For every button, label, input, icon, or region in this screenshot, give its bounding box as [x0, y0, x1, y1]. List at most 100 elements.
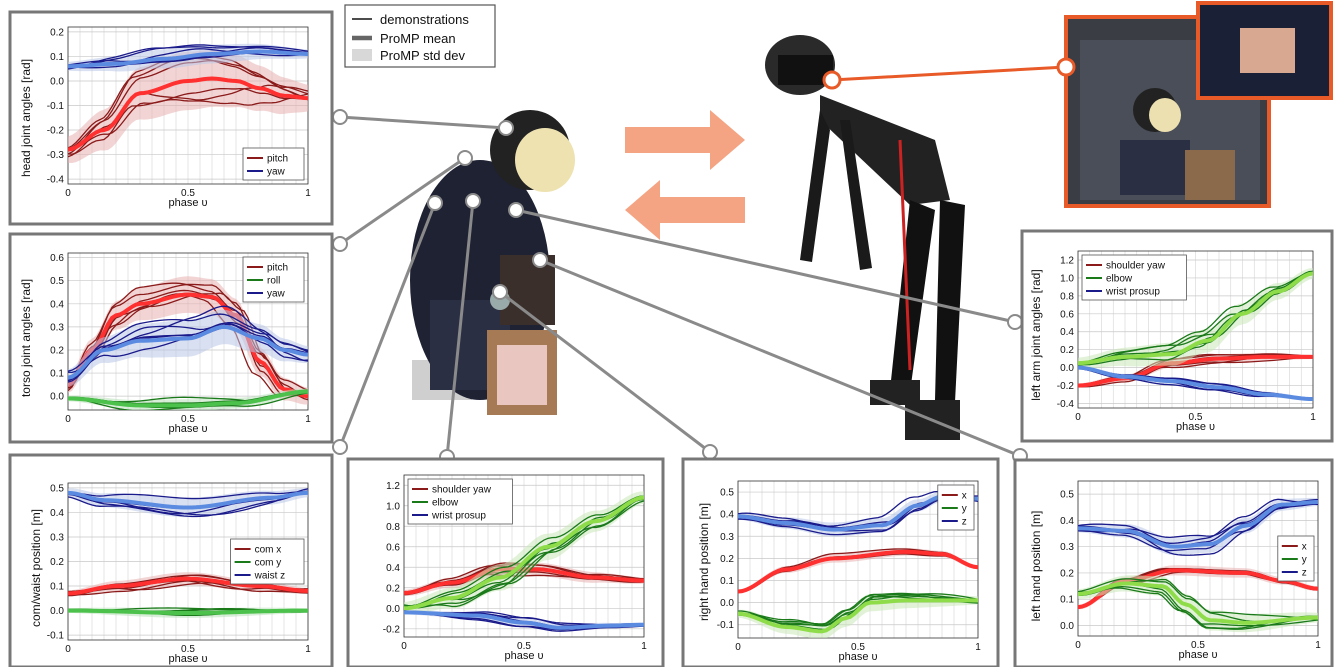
- mean-line-shoulder-yaw: [1078, 354, 1313, 388]
- key-promp-mean: ProMP mean: [380, 31, 456, 46]
- demo-line-pitch: [68, 93, 308, 155]
- legend: pitch yaw: [242, 147, 305, 181]
- series-group: [68, 276, 308, 410]
- chart-com: 0.5 0.4 0.3 0.2 0.1 0.0 -0.10 0.5 1 phase υ com/wa…: [8, 453, 334, 667]
- demo-line-elbow: [404, 500, 644, 608]
- legend: pitch roll yaw: [242, 256, 305, 303]
- x-tick-label: 1: [641, 641, 647, 652]
- leader-line: [339, 156, 466, 246]
- swap-arrows: [625, 110, 745, 240]
- leader-end-dot: [498, 120, 514, 136]
- legend-label: waist z: [254, 571, 286, 582]
- x-tick-label: 0.5: [1191, 640, 1205, 651]
- legend-label: pitch: [267, 154, 288, 165]
- y-tick-label: 1.0: [1060, 273, 1074, 284]
- human-photo: [765, 35, 965, 440]
- x-tick-label: 0: [65, 188, 71, 199]
- y-axis-label: torso joint angles [rad]: [19, 279, 33, 397]
- leader-end-dot: [532, 252, 548, 268]
- leader-line: [338, 202, 437, 448]
- x-axis-label: phase υ: [168, 197, 207, 209]
- y-tick-label: 0.1: [720, 576, 734, 587]
- x-tick-label: 1: [305, 188, 311, 199]
- x-axis-label: phase υ: [504, 650, 543, 662]
- legend: xyz: [937, 484, 975, 531]
- chart-rarm: 1.2 1.0 0.8 0.6 0.4 0.2 0.0 -0.20 0.5 1 phase υ sho…: [346, 457, 665, 667]
- demo-line-z: [1078, 498, 1318, 544]
- std-band-waist-z: [68, 488, 308, 518]
- leader-end-dot: [465, 193, 481, 209]
- y-tick-label: 1.0: [386, 501, 400, 512]
- leader-end-dot: [332, 236, 348, 252]
- series-group: [1078, 497, 1318, 633]
- x-tick-label: 0: [65, 644, 71, 655]
- leader-end-dot: [457, 150, 473, 166]
- demo-line-roll: [68, 392, 308, 410]
- mean-line-com-x: [68, 576, 308, 596]
- y-tick-label: -0.4: [1057, 399, 1075, 410]
- demo-line-shoulder-yaw: [1078, 355, 1313, 388]
- plot-area: [1077, 480, 1319, 637]
- x-tick-label: 1: [305, 644, 311, 655]
- y-tick-label: 0.0: [720, 598, 734, 609]
- x-tick-label: 1: [975, 642, 981, 653]
- demo-line-yaw: [68, 305, 308, 372]
- demo-line-y: [1078, 578, 1318, 621]
- y-tick-label: 0.0: [50, 392, 64, 403]
- plot-area: [67, 482, 309, 641]
- y-tick-label: 0.1: [1060, 595, 1074, 606]
- legend-label: x: [962, 491, 967, 502]
- legend-label: elbow: [432, 498, 459, 509]
- mean-line-pitch: [68, 292, 308, 399]
- y-tick-label: -0.1: [47, 101, 65, 112]
- demo-line-elbow: [1078, 272, 1313, 365]
- std-band-pitch: [68, 50, 308, 164]
- legend: shoulder yaw elbow wrist prosup: [407, 478, 513, 525]
- y-tick-label: 0.6: [1060, 309, 1074, 320]
- chart-lhand: 0.5 0.4 0.3 0.2 0.1 0.00 0.5 1 phase υ left hand …: [1013, 458, 1334, 667]
- chart-torso: 0.6 0.5 0.4 0.3 0.2 0.1 0.00 0.5 1 phase υ torso j…: [8, 232, 334, 444]
- legend: com x com y waist z: [230, 538, 305, 585]
- key-demonstrations: demonstrations: [380, 12, 469, 27]
- y-tick-label: 0.4: [1060, 516, 1074, 527]
- legend-label: z: [962, 517, 967, 528]
- y-tick-label: 0.1: [50, 369, 64, 380]
- vr-pointer: [822, 57, 1076, 90]
- mean-line-wrist-prosup: [1078, 365, 1313, 402]
- leader-end-dot: [427, 195, 443, 211]
- x-axis-label: phase υ: [168, 423, 207, 435]
- chart-frame: [1020, 229, 1334, 443]
- demo-line-waist-z: [68, 491, 308, 500]
- x-tick-label: 0: [735, 642, 741, 653]
- key-promp-std: ProMP std dev: [380, 48, 466, 63]
- legend-label: com x: [255, 545, 282, 556]
- x-tick-label: 0.5: [181, 414, 195, 425]
- y-tick-label: 0.5: [1060, 490, 1074, 501]
- y-tick-label: -0.2: [1057, 381, 1075, 392]
- y-tick-label: 0.4: [720, 510, 734, 521]
- chart-larm: 1.2 1.0 0.8 0.6 0.4 0.2 0.0 -0.2 -0.40 0.5 1 phase …: [1020, 229, 1334, 443]
- plot-area: [1077, 250, 1314, 409]
- series-group: [68, 43, 308, 164]
- mean-line-waist-z: [68, 490, 308, 510]
- y-tick-label: 0.8: [386, 522, 400, 533]
- leader-end-dot: [1007, 314, 1023, 330]
- y-tick-label: 0.6: [50, 253, 64, 264]
- mean-line-yaw: [68, 49, 308, 69]
- y-tick-label: 0.4: [50, 508, 64, 519]
- y-tick-label: 0.4: [50, 299, 64, 310]
- demo-line-waist-z: [68, 491, 308, 518]
- y-tick-label: 0.2: [1060, 568, 1074, 579]
- y-tick-label: 0.2: [386, 583, 400, 594]
- demo-line-pitch: [68, 84, 308, 158]
- mean-line-wrist-prosup: [404, 610, 644, 630]
- mean-line-yaw: [68, 324, 308, 380]
- y-tick-label: 0.0: [1060, 363, 1074, 374]
- demo-line-elbow: [404, 496, 644, 610]
- legend-label: wrist prosup: [1105, 287, 1160, 298]
- y-tick-label: 0.6: [386, 542, 400, 553]
- y-tick-label: 0.8: [1060, 291, 1074, 302]
- leader-end-dot: [702, 444, 718, 460]
- demo-line-yaw: [68, 45, 308, 70]
- y-tick-label: 0.2: [50, 27, 64, 38]
